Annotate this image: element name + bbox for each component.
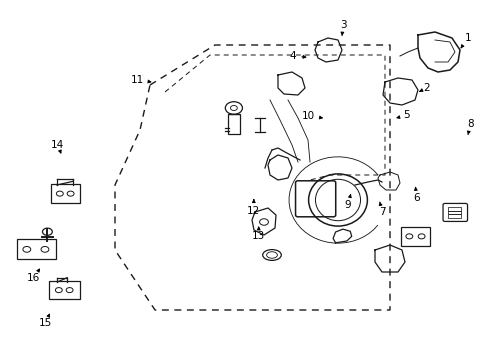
Text: 12: 12: [247, 200, 261, 216]
Text: 16: 16: [26, 269, 40, 283]
Text: 2: 2: [420, 83, 430, 93]
Text: 9: 9: [344, 194, 351, 210]
Text: 5: 5: [397, 110, 410, 120]
Text: 11: 11: [130, 75, 151, 85]
Text: 13: 13: [252, 227, 266, 241]
Text: 8: 8: [467, 119, 474, 135]
Text: 6: 6: [413, 187, 420, 203]
Text: 10: 10: [302, 111, 322, 121]
Text: 14: 14: [51, 140, 65, 153]
Text: 15: 15: [38, 314, 52, 328]
Text: 4: 4: [290, 51, 306, 61]
Text: 3: 3: [340, 20, 346, 36]
Text: 1: 1: [461, 33, 471, 48]
Text: 7: 7: [379, 202, 386, 217]
